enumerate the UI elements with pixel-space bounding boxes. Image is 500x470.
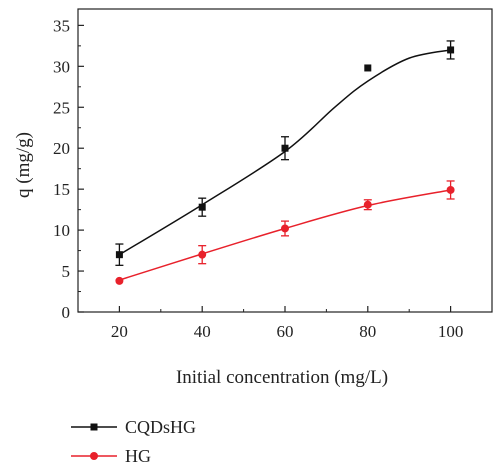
legend-marker <box>90 423 98 431</box>
x-tick-label: 60 <box>277 322 294 341</box>
plot-frame <box>77 8 493 313</box>
y-tick-label: 35 <box>53 16 70 35</box>
data-point <box>363 200 372 209</box>
x-axis-title: Initial concentration (mg/L) <box>176 367 388 388</box>
legend: CQDsHG HG <box>71 417 196 466</box>
x-tick-label: 100 <box>438 322 464 341</box>
x-tick-label: 80 <box>359 322 376 341</box>
legend-item: CQDsHG <box>71 417 196 437</box>
data-point <box>198 203 206 211</box>
y-tick-label: 15 <box>53 180 70 199</box>
plot-area <box>115 40 455 285</box>
legend-label: HG <box>125 446 151 466</box>
axes: 0 5 10 15 20 25 30 35 20 40 60 80 100 <box>53 8 493 341</box>
data-point <box>364 64 372 72</box>
legend-item: HG <box>71 446 151 466</box>
x-tick-label: 40 <box>194 322 211 341</box>
y-tick-label: 20 <box>53 139 70 158</box>
y-axis-title: q (mg/g) <box>13 132 34 198</box>
series-hg <box>115 180 455 285</box>
legend-label: CQDsHG <box>125 417 196 437</box>
data-point <box>281 144 289 152</box>
y-tick-label: 0 <box>62 303 71 322</box>
y-tick-label: 10 <box>53 221 70 240</box>
y-tick-label: 30 <box>53 57 70 76</box>
legend-marker <box>90 452 98 460</box>
data-point <box>115 251 123 259</box>
data-point <box>198 250 207 259</box>
data-point <box>447 46 455 54</box>
x-tick-label: 20 <box>111 322 128 341</box>
y-tick-label: 5 <box>62 262 71 281</box>
data-point <box>446 185 455 194</box>
data-point <box>115 276 124 285</box>
data-point <box>281 224 289 233</box>
y-tick-label: 25 <box>53 98 70 117</box>
series-cqdshg <box>115 40 455 266</box>
